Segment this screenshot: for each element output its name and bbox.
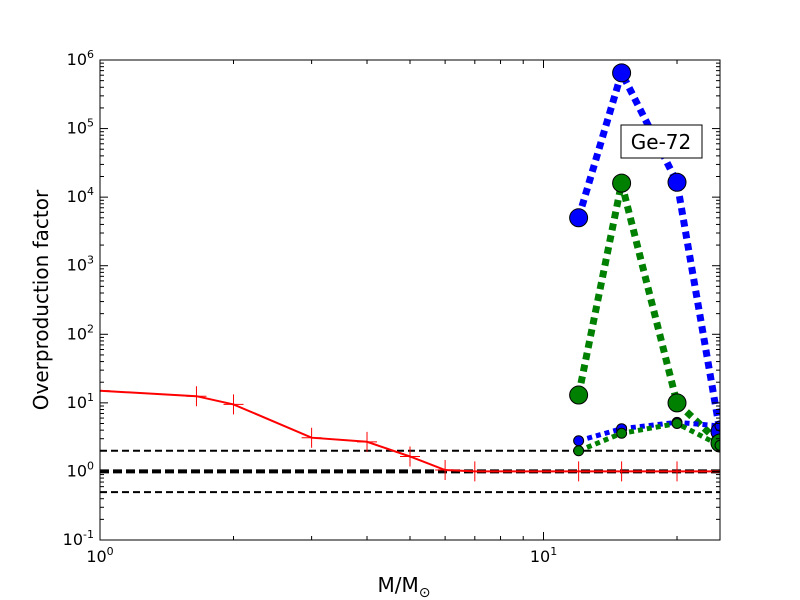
axis-ticks xyxy=(99,59,720,541)
y-tick-label: 10-1 xyxy=(63,528,94,549)
y-axis-label: Overproduction factor xyxy=(29,189,53,410)
data-point xyxy=(612,173,632,193)
data-point xyxy=(569,385,589,405)
data-point xyxy=(667,461,688,482)
x-axis-label: M/M⊙ xyxy=(378,573,431,600)
data-point xyxy=(435,459,456,480)
data-point xyxy=(573,445,585,457)
data-point xyxy=(400,446,420,467)
series-line xyxy=(575,63,720,433)
data-point xyxy=(568,461,589,482)
annotation-box: Ge-72 xyxy=(620,124,703,159)
data-point xyxy=(611,461,632,482)
x-axis-label-subscript: ⊙ xyxy=(419,585,431,600)
x-axis-label-main: M/M xyxy=(378,573,419,597)
data-point xyxy=(667,393,687,413)
y-tick-label: 101 xyxy=(67,391,94,412)
data-point xyxy=(223,394,244,415)
data-point xyxy=(100,380,110,401)
data-point xyxy=(612,63,632,83)
y-tick-label: 100 xyxy=(67,459,94,480)
annotation-text: Ge-72 xyxy=(631,130,691,154)
data-point xyxy=(301,427,322,448)
y-tick-label: 103 xyxy=(67,254,94,275)
data-point xyxy=(573,435,585,447)
data-point xyxy=(357,431,378,452)
data-point xyxy=(616,427,628,439)
data-point xyxy=(569,208,589,228)
y-tick-label: 105 xyxy=(67,117,94,138)
data-point xyxy=(464,461,485,482)
y-tick-label: 104 xyxy=(67,185,94,206)
data-point xyxy=(186,386,207,407)
y-tick-label: 106 xyxy=(67,48,94,69)
data-point xyxy=(671,417,683,429)
series-line xyxy=(577,420,720,454)
series-line xyxy=(577,419,720,444)
data-point xyxy=(714,439,720,451)
x-tick-label: 101 xyxy=(530,545,557,566)
x-tick-label: 100 xyxy=(86,545,113,566)
data-point xyxy=(667,172,687,192)
y-tick-label: 102 xyxy=(67,322,94,343)
